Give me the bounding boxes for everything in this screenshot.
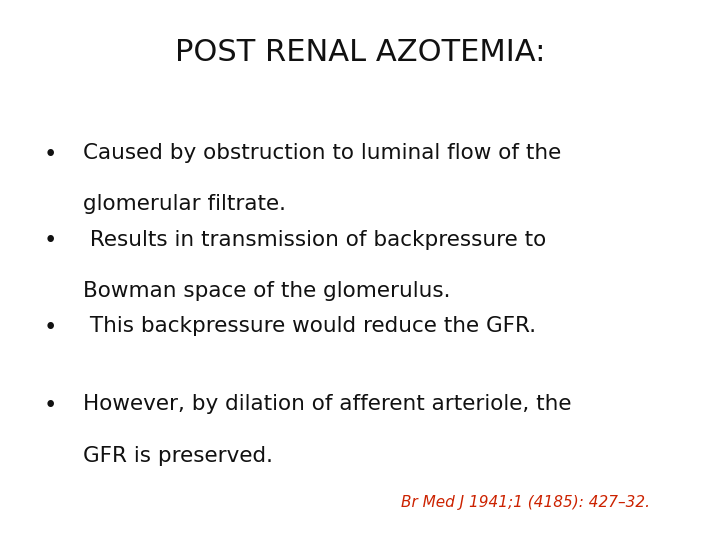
Text: Bowman space of the glomerulus.: Bowman space of the glomerulus. (83, 281, 450, 301)
Text: However, by dilation of afferent arteriole, the: However, by dilation of afferent arterio… (83, 394, 571, 414)
Text: Caused by obstruction to luminal flow of the: Caused by obstruction to luminal flow of… (83, 143, 561, 163)
Text: POST RENAL AZOTEMIA:: POST RENAL AZOTEMIA: (175, 38, 545, 67)
Text: •: • (43, 143, 57, 166)
Text: glomerular filtrate.: glomerular filtrate. (83, 194, 286, 214)
Text: Br Med J 1941;1 (4185): 427–32.: Br Med J 1941;1 (4185): 427–32. (401, 495, 650, 510)
Text: This backpressure would reduce the GFR.: This backpressure would reduce the GFR. (83, 316, 536, 336)
Text: GFR is preserved.: GFR is preserved. (83, 446, 273, 465)
Text: •: • (43, 316, 57, 339)
Text: Results in transmission of backpressure to: Results in transmission of backpressure … (83, 230, 546, 249)
Text: •: • (43, 230, 57, 253)
Text: •: • (43, 394, 57, 417)
